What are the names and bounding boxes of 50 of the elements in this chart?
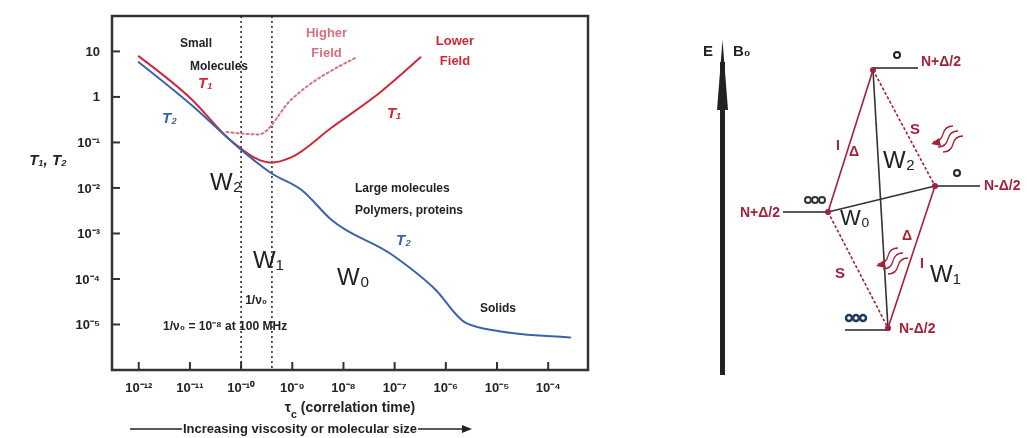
text: E: [703, 42, 714, 59]
text: N+Δ/2: [739, 204, 781, 220]
x-tick-label: 10⁻⁷: [382, 380, 407, 395]
x-tick-label: 10⁻⁶: [433, 380, 459, 395]
y-tick-label: 10⁻³: [77, 226, 101, 242]
y-axis-title: T₁, T₂: [29, 151, 68, 168]
series-label: Higher Field: [305, 25, 348, 61]
text: N+Δ/2: [921, 53, 962, 69]
y-tick-label: 10⁻²: [77, 180, 101, 196]
annotation: 1/ν₀: [245, 293, 268, 308]
series-label: T₂: [396, 230, 412, 248]
y-tick-label: 10⁻⁵: [75, 317, 100, 333]
text: I: [836, 137, 840, 153]
text: S: [910, 120, 921, 137]
text: T₂: [162, 109, 177, 127]
y-tick-label: 10: [85, 43, 100, 59]
annotation: W₂: [210, 168, 242, 195]
y-tick-label: 1: [92, 89, 100, 105]
x-tick-label: 10⁻⁴: [535, 380, 561, 395]
annotation: Lower Field: [435, 33, 475, 68]
series-label: T₁: [198, 73, 213, 91]
text: I: [920, 255, 924, 271]
annotation: W₁: [253, 246, 284, 273]
text: N-Δ/2: [984, 177, 1021, 193]
text: Δ: [902, 227, 913, 243]
annotation: Solids: [480, 301, 517, 315]
x-tick-label: 10⁻⁸: [331, 380, 356, 395]
y-tick-label: 10⁻⁴: [75, 271, 100, 287]
x-tick-label: 10⁻⁵: [484, 380, 510, 395]
annotation: W₀: [337, 263, 370, 290]
annotation: Polymers, proteins: [355, 203, 464, 217]
annotation: Molecules: [190, 59, 249, 73]
text: Increasing viscosity or molecular size: [182, 421, 418, 436]
x-tick-label: 10⁻¹¹: [176, 380, 204, 395]
x-tick-label: 10⁻¹²: [125, 380, 153, 395]
annotation: Large molecules: [355, 181, 451, 195]
text: T₁: [386, 103, 402, 121]
text: W₂: [883, 146, 915, 173]
annotation: Small: [180, 36, 213, 50]
annotation: 1/ν₀ = 10⁻⁸ at 100 MHz: [163, 319, 288, 333]
x-tick-label: 10⁻¹⁰: [227, 380, 256, 395]
x-axis-title: τ$_{c}$ (correlation time): [284, 399, 416, 420]
text: N-Δ/2: [899, 320, 936, 336]
text: W₀: [840, 205, 870, 230]
text: S: [835, 264, 846, 281]
text: Δ: [849, 143, 860, 159]
text: B₀: [733, 42, 751, 59]
x-tick-label: 10⁻⁹: [279, 380, 305, 395]
y-tick-label: 10⁻¹: [77, 134, 100, 150]
text: W₁: [930, 260, 961, 287]
